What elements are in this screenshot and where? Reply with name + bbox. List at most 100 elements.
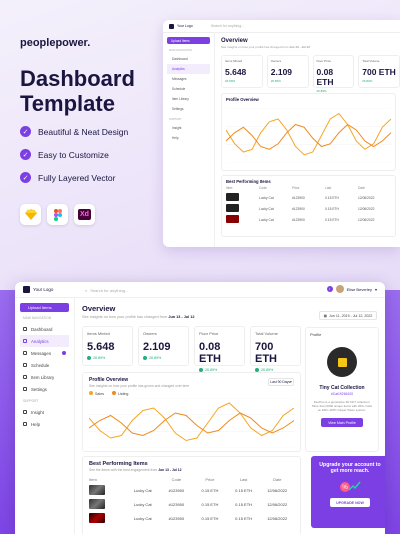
- dashboard-preview-small: Your Logo Search for anything... Upload …: [163, 20, 400, 247]
- check-icon: ✓: [20, 172, 31, 183]
- series-line-sales: [88, 402, 295, 442]
- sidebar-item-analytics[interactable]: Analytics: [167, 64, 210, 74]
- topbar: Your Logo Search for anything...: [163, 20, 400, 33]
- help-icon: [23, 422, 27, 426]
- sidebar-item-help[interactable]: Help: [172, 136, 179, 140]
- hero-title: Dashboard Template: [20, 66, 135, 116]
- dashboard-preview-large: Your Logo ⌕ Search for anything... • Elis…: [15, 282, 385, 534]
- collection-handle[interactable]: #Cat19266100: [330, 392, 354, 396]
- line-chart: [225, 107, 392, 164]
- unread-dot: [62, 351, 66, 355]
- sidebar-item-messages[interactable]: Messages: [172, 77, 187, 81]
- brand-logo: peoplepower.: [20, 37, 91, 49]
- date-range-picker[interactable]: ▦ Jun 11, 2019 - Jul 12, 2022: [319, 311, 377, 320]
- stat-card: Owners 2.109 26.89%: [266, 55, 309, 88]
- logo-icon: [169, 23, 174, 29]
- series-line-listing: [88, 412, 295, 437]
- sidebar-item-insight[interactable]: Insight: [20, 406, 69, 418]
- upgrade-button[interactable]: UPGRADE NOW: [330, 498, 370, 507]
- sidebar-item-schedule[interactable]: Schedule: [20, 359, 69, 371]
- sketch-icon: [20, 204, 41, 225]
- figma-icon: [47, 204, 68, 225]
- stat-cards: Items Minted 5.648 26.89% Owners 2.109 26.89…: [221, 55, 400, 93]
- sidebar-item-analytics[interactable]: Analytics: [20, 335, 69, 347]
- hero-title-line1: Dashboard: [20, 66, 135, 91]
- trend-up-icon: [143, 356, 147, 360]
- collection-avatar: [327, 347, 357, 377]
- check-icon: ✓: [20, 149, 31, 160]
- search-input[interactable]: Search for anything...: [210, 24, 245, 28]
- sidebar-item-library[interactable]: Item Library: [20, 371, 69, 383]
- topbar: Your Logo ⌕ Search for anything... • Elis…: [15, 282, 385, 298]
- calendar-icon: ▦: [323, 313, 328, 318]
- profile-overview-chart: Profile Overview: [221, 93, 396, 171]
- trend-up-icon: [199, 368, 203, 372]
- table-header: Item Code Price Last Date: [89, 476, 282, 482]
- growth-chart-icon: %: [339, 479, 361, 493]
- stat-card-owners: Owners 2.109 26.89%: [138, 326, 189, 366]
- profile-card: Profile Tiny Cat Collection #Cat19266100…: [305, 327, 379, 452]
- stat-card-floor-price: Floor Price 0.08 ETH 26.89%: [194, 326, 245, 372]
- series-line-listing: [225, 123, 392, 150]
- feature-item: ✓ Fully Layered Vector: [20, 172, 128, 183]
- feature-item: ✓ Easy to Customize: [20, 149, 128, 160]
- page-title: Overview: [221, 38, 248, 44]
- main-content: Overview See insights on how your profil…: [82, 304, 385, 534]
- tool-icons: Xd: [20, 204, 95, 225]
- check-icon: ✓: [20, 126, 31, 137]
- upload-button[interactable]: Upload Items: [20, 303, 69, 312]
- stat-card: Floor Price 0.08 ETH 26.89%: [312, 55, 355, 93]
- chart-legend: Sales Listing: [89, 391, 294, 396]
- message-icon: [23, 351, 27, 355]
- table-row[interactable]: Lucky Cat #123900 0.15 ETH 12/06/2022: [226, 214, 391, 225]
- feature-list: ✓ Beautiful & Neat Design ✓ Easy to Custom…: [20, 126, 128, 195]
- sidebar-item-schedule[interactable]: Schedule: [172, 87, 186, 91]
- search-input[interactable]: ⌕ Search for anything...: [85, 287, 129, 293]
- line-chart: [88, 397, 295, 449]
- view-profile-button[interactable]: View Main Profile: [321, 418, 363, 427]
- chevron-down-icon: ▾: [374, 286, 377, 292]
- logo-icon: [23, 286, 30, 293]
- best-items-table: Best Performing Items Item Code Price Last D…: [221, 175, 396, 237]
- table-row[interactable]: Lucky Cat #123900 0.15 ETH 12/06/2022: [226, 192, 391, 203]
- stat-card: Items Minted 5.648 26.89%: [221, 55, 263, 88]
- avatar: [335, 285, 344, 293]
- calendar-icon: [23, 363, 27, 367]
- gear-icon: [23, 387, 27, 391]
- period-select[interactable]: Last 90 Days ▾: [268, 378, 294, 386]
- sidebar: Upload Items MAIN NAVIGATION Dashboard A…: [15, 298, 75, 534]
- sidebar-item-settings[interactable]: Settings: [172, 107, 184, 111]
- insight-icon: [23, 410, 27, 414]
- best-items-table: Best Performing Items See the items with…: [82, 456, 301, 534]
- page-title: Overview: [82, 304, 116, 313]
- stat-card-items-minted: Items Minted 5.648 26.89%: [82, 326, 133, 366]
- sidebar-item-insight[interactable]: Insight: [172, 126, 182, 130]
- svg-text:%: %: [342, 485, 348, 491]
- sidebar-item-dashboard[interactable]: Dashboard: [20, 323, 69, 335]
- sidebar-item-settings[interactable]: Settings: [20, 383, 69, 395]
- sidebar-item-library[interactable]: Item Library: [172, 97, 189, 101]
- sidebar: Upload Items MAIN NAVIGATION Dashboard A…: [163, 33, 215, 247]
- table-row[interactable]: Lucky Cat #123900 0.15 ETH 0.15 ETH 12/06/20…: [89, 483, 294, 497]
- sidebar-item-messages[interactable]: Messages: [20, 347, 69, 359]
- table-row[interactable]: Lucky Cat #123900 0.15 ETH 0.15 ETH 12/06/20…: [89, 511, 294, 525]
- profile-overview-chart: Profile Overview See insights on how you…: [82, 372, 301, 452]
- stat-card-total-volume: Total Volume 700 ETH 26.89%: [250, 326, 301, 372]
- sidebar-item-help[interactable]: Help: [20, 418, 69, 430]
- notification-icon[interactable]: •: [326, 286, 333, 292]
- upgrade-promo-card: Upgrade your account to get more reach. …: [311, 456, 385, 528]
- upload-button[interactable]: Upload Items: [167, 37, 210, 44]
- stat-cards: Items Minted 5.648 26.89% Owners 2.109 26.89…: [82, 326, 385, 372]
- hero-title-line2: Template: [20, 91, 115, 116]
- analytics-icon: [23, 339, 27, 343]
- series-line-sales: [225, 112, 392, 156]
- trend-up-icon: [255, 368, 259, 372]
- dashboard-icon: [23, 327, 27, 331]
- table-row[interactable]: Lucky Cat #123900 0.15 ETH 0.15 ETH 12/06/20…: [89, 497, 294, 511]
- legend-sales: Sales: [89, 391, 104, 396]
- search-icon: ⌕: [85, 287, 88, 293]
- feature-item: ✓ Beautiful & Neat Design: [20, 126, 128, 137]
- table-row[interactable]: Lucky Cat #123900 0.15 ETH 12/06/2022: [226, 203, 391, 214]
- sidebar-item-dashboard[interactable]: Dashboard: [172, 57, 188, 61]
- user-menu[interactable]: • Elise Beverley ▾: [326, 285, 377, 293]
